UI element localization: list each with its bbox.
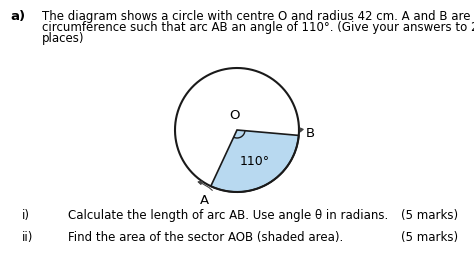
Text: places): places): [42, 32, 84, 45]
Wedge shape: [211, 130, 299, 192]
Text: O: O: [230, 109, 240, 122]
Text: (5 marks): (5 marks): [401, 232, 458, 244]
Text: A: A: [200, 194, 210, 207]
Text: The diagram shows a circle with centre O and radius 42 cm. A and B are points on: The diagram shows a circle with centre O…: [42, 10, 474, 23]
Text: a): a): [10, 10, 25, 23]
Text: circumference such that arc AB an angle of 110°. (Give your answers to 2 decimal: circumference such that arc AB an angle …: [42, 21, 474, 34]
Text: B: B: [306, 127, 315, 140]
Text: Calculate the length of arc AB. Use angle θ in radians.: Calculate the length of arc AB. Use angl…: [68, 210, 388, 222]
Text: i): i): [22, 210, 30, 222]
Text: 110°: 110°: [240, 155, 270, 168]
Text: (5 marks): (5 marks): [401, 210, 458, 222]
Text: ii): ii): [22, 232, 33, 244]
Text: Find the area of the sector AOB (shaded area).: Find the area of the sector AOB (shaded …: [68, 232, 343, 244]
